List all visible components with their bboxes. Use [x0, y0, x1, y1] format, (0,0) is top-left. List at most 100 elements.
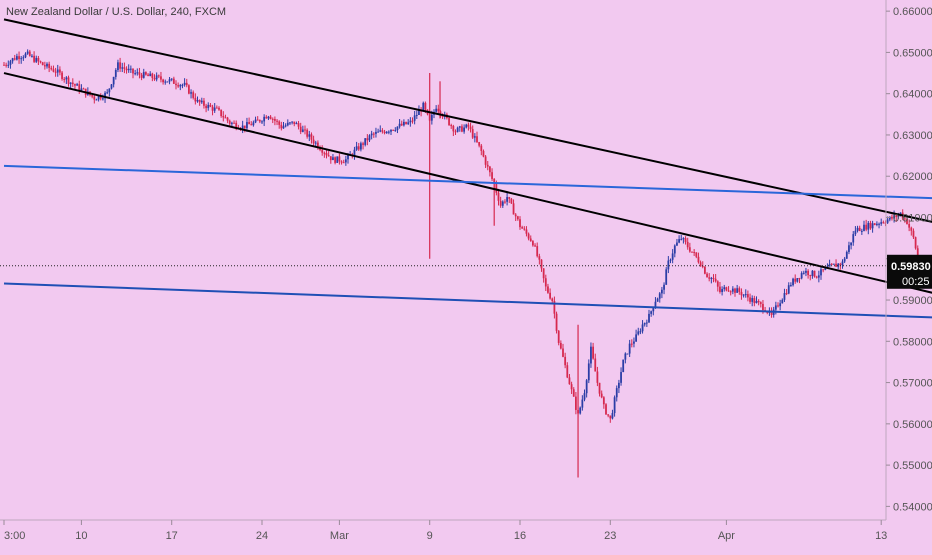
- candle-body: [880, 222, 882, 224]
- candle-body: [311, 134, 313, 139]
- candle-body: [726, 287, 728, 290]
- candle-body: [784, 293, 786, 300]
- candle-body: [792, 279, 794, 285]
- candle-body: [818, 275, 820, 277]
- candle-body: [386, 132, 388, 133]
- candle-body: [44, 65, 46, 66]
- candle-body: [16, 56, 18, 60]
- candle-body: [207, 105, 209, 108]
- candle-body: [812, 271, 814, 276]
- candle-body: [302, 129, 304, 131]
- candle-body: [861, 231, 863, 232]
- candle-body: [225, 117, 227, 118]
- candle-body: [119, 62, 121, 68]
- price-tick-label: 0.58000: [893, 336, 932, 348]
- time-tick-label: 16: [514, 530, 526, 542]
- candle-body: [250, 124, 252, 125]
- candle-body: [790, 285, 792, 286]
- candle-body: [867, 223, 869, 230]
- candle-body: [500, 201, 502, 206]
- candle-body: [328, 155, 330, 156]
- candle-body: [33, 56, 35, 62]
- candle-body: [627, 354, 629, 355]
- candle-body: [777, 305, 779, 306]
- candle-body: [678, 239, 680, 242]
- candle-body: [151, 74, 153, 78]
- time-tick-label: 17: [166, 530, 178, 542]
- candle-body: [513, 203, 515, 214]
- candle-body: [61, 73, 63, 79]
- candle-body: [480, 146, 482, 151]
- candle-body: [259, 120, 261, 122]
- candle-body: [506, 197, 508, 202]
- candle-body: [848, 245, 850, 252]
- candle-body: [437, 109, 439, 111]
- price-tick-label: 0.62000: [893, 171, 932, 183]
- candle-body: [68, 77, 70, 83]
- candle-body: [358, 146, 360, 149]
- candle-body: [38, 58, 40, 61]
- candle-body: [3, 65, 5, 66]
- candle-body: [882, 222, 884, 223]
- candle-body: [794, 279, 796, 282]
- candle-body: [74, 84, 76, 86]
- candle-body: [878, 224, 880, 225]
- candle-body: [285, 125, 287, 126]
- candle-body: [126, 69, 128, 70]
- candle-body: [687, 242, 689, 247]
- candle-body: [667, 261, 669, 270]
- candle-body: [743, 295, 745, 296]
- candle-body: [631, 344, 633, 345]
- candle-body: [182, 85, 184, 86]
- candle-body: [590, 347, 592, 364]
- candle-body: [556, 314, 558, 331]
- candle-body: [91, 95, 93, 96]
- time-tick-label: 23: [604, 530, 616, 542]
- candle-body: [659, 293, 661, 298]
- candle-body: [717, 281, 719, 286]
- candle-body: [214, 108, 216, 111]
- candle-body: [124, 67, 126, 68]
- price-tick-label: 0.64000: [893, 89, 932, 101]
- candle-body: [390, 130, 392, 132]
- candle-body: [616, 388, 618, 397]
- candle-body: [691, 252, 693, 253]
- time-tick-label: 10: [75, 530, 87, 542]
- candle-body: [20, 58, 22, 59]
- candle-body: [584, 393, 586, 399]
- candle-body: [799, 278, 801, 279]
- price-tick-label: 0.54000: [893, 501, 932, 513]
- candle-body: [111, 84, 113, 88]
- candle-body: [5, 65, 7, 66]
- candle-body: [753, 298, 755, 303]
- candle-body: [190, 92, 192, 93]
- candle-body: [412, 121, 414, 122]
- candle-body: [837, 264, 839, 267]
- candle-body: [530, 239, 532, 242]
- candle-body: [25, 54, 27, 58]
- candle-body: [908, 224, 910, 228]
- candle-body: [809, 275, 811, 276]
- candle-body: [730, 291, 732, 292]
- candle-body: [549, 293, 551, 299]
- chart-title: New Zealand Dollar / U.S. Dollar, 240, F…: [6, 6, 226, 18]
- candle-body: [581, 400, 583, 408]
- candle-body: [369, 135, 371, 140]
- candle-body: [760, 302, 762, 304]
- candle-body: [545, 278, 547, 286]
- candle-body: [738, 288, 740, 292]
- candle-body: [468, 125, 470, 127]
- candle-body: [652, 308, 654, 311]
- countdown-timer: 00:25: [902, 276, 930, 288]
- candle-body: [646, 323, 648, 324]
- candle-body: [756, 301, 758, 303]
- candle-body: [680, 239, 682, 240]
- candle-body: [7, 65, 9, 66]
- candle-body: [839, 264, 841, 265]
- candle-body: [483, 151, 485, 157]
- candle-body: [304, 129, 306, 130]
- price-tick-label: 0.56000: [893, 419, 932, 431]
- candle-body: [551, 299, 553, 301]
- candle-body: [538, 256, 540, 259]
